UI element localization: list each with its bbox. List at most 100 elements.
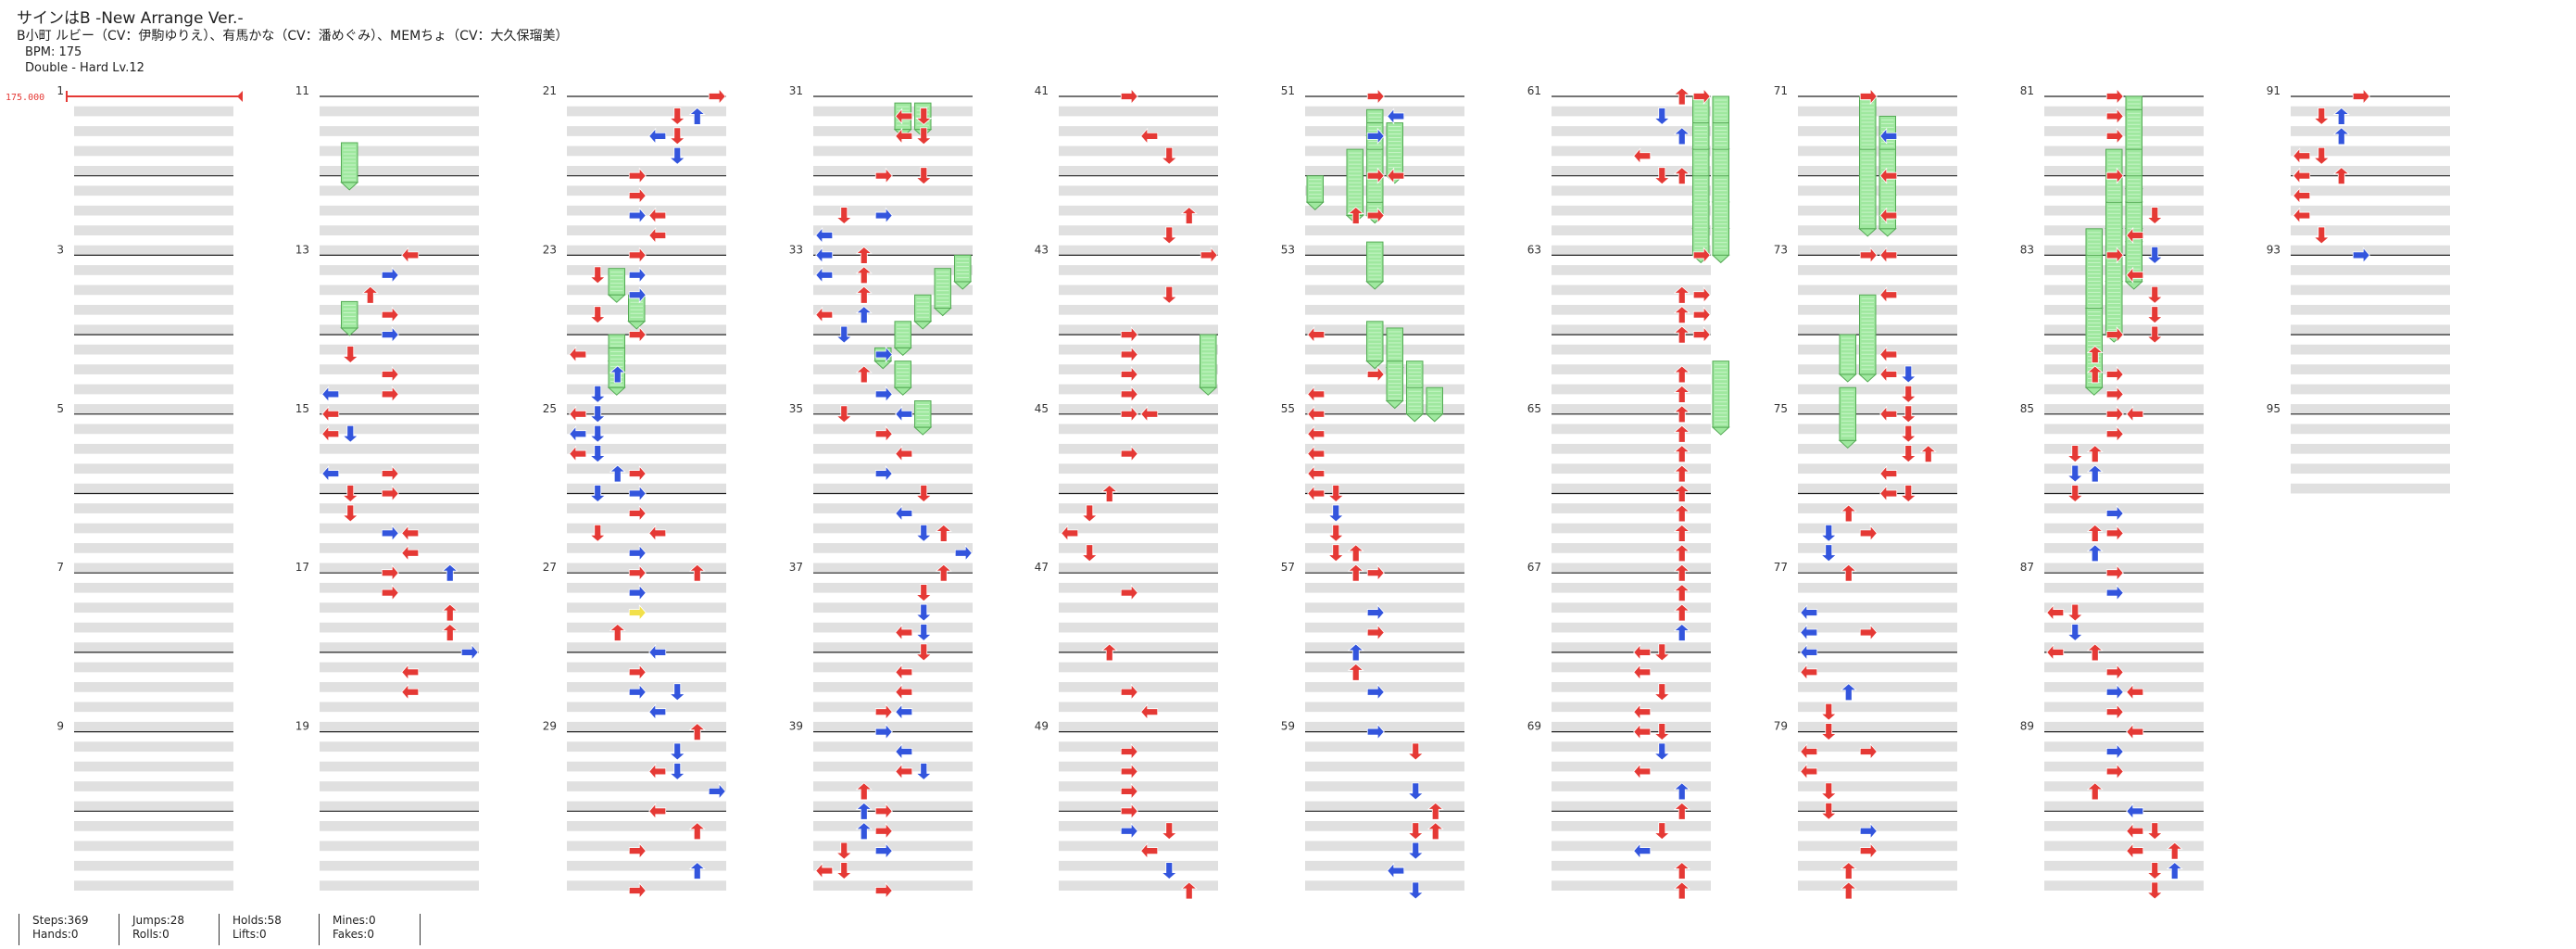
beat-band xyxy=(2044,324,2204,335)
arrow-right-icon xyxy=(1366,167,1385,184)
beat-band xyxy=(74,860,233,871)
arrow-down-icon xyxy=(1327,524,1345,542)
arrow-down-icon xyxy=(1900,405,1917,424)
arrow-right-icon xyxy=(1120,346,1138,363)
beat-band xyxy=(2044,126,2204,136)
arrow-right-icon xyxy=(381,564,399,582)
arrow-right-icon xyxy=(874,207,893,224)
arrow-down-icon xyxy=(342,504,359,523)
arrow-left-icon xyxy=(1387,108,1405,125)
beat-band xyxy=(1059,384,1218,395)
measure-number: 13 xyxy=(295,243,309,256)
arrow-down-icon xyxy=(1407,742,1425,761)
stat-jumps: Jumps:28 xyxy=(132,914,185,927)
measure xyxy=(1059,810,1218,891)
arrow-left-icon xyxy=(2126,803,2144,820)
beat-band xyxy=(74,781,233,791)
stat-fakes: Fakes:0 xyxy=(333,928,374,941)
hold-note xyxy=(893,321,912,357)
measure: 31 xyxy=(789,84,973,176)
arrow-right-icon xyxy=(874,465,893,483)
arrow-down-icon xyxy=(2067,485,2084,503)
beat-band xyxy=(813,384,973,395)
arrow-left-icon xyxy=(895,405,913,423)
arrow-right-icon xyxy=(1120,405,1138,423)
arrow-left-icon xyxy=(648,207,667,224)
beat-band xyxy=(2291,304,2450,315)
arrow-right-icon xyxy=(874,842,893,860)
arrow-right-icon xyxy=(2105,167,2124,184)
arrow-left-icon xyxy=(815,226,834,245)
arrow-up-icon xyxy=(2086,544,2104,563)
beat-band xyxy=(2044,761,2204,772)
beat-band xyxy=(2291,126,2450,136)
hold-note xyxy=(1305,175,1325,210)
arrow-down-icon xyxy=(1407,822,1425,841)
beat-band xyxy=(813,304,973,315)
measure-number: 69 xyxy=(1527,720,1541,733)
hold-tail xyxy=(893,386,912,396)
hold-tail xyxy=(340,182,359,191)
beat-band xyxy=(1059,880,1218,891)
arrow-right-icon xyxy=(2105,664,2124,681)
beat-band xyxy=(1552,324,1711,335)
arrow-left-icon xyxy=(895,683,913,701)
measure-number: 71 xyxy=(1774,84,1788,97)
beat-band xyxy=(74,265,233,275)
beat-band xyxy=(567,185,726,196)
arrow-down-icon xyxy=(1900,424,1917,443)
beat-band xyxy=(74,225,233,235)
arrow-up-icon xyxy=(1673,544,1690,563)
arrow-up-icon xyxy=(1673,782,1690,801)
beat-band xyxy=(813,602,973,614)
beat-band xyxy=(1552,245,1711,256)
beat-band xyxy=(1552,463,1711,474)
beat-band xyxy=(813,146,973,157)
measure xyxy=(1552,175,1711,256)
hold-tail xyxy=(1878,228,1897,237)
arrow-left-icon xyxy=(321,425,340,443)
measure-number: 9 xyxy=(57,720,64,733)
arrow-left-icon xyxy=(401,525,420,542)
beat-band xyxy=(1798,146,1957,157)
measure xyxy=(74,810,233,891)
beat-band xyxy=(1059,483,1218,494)
beat-band xyxy=(320,146,479,157)
measure: 57 xyxy=(1281,561,1464,652)
arrow-up-icon xyxy=(2086,643,2104,662)
beat-band xyxy=(567,106,726,117)
arrow-left-icon xyxy=(895,624,913,641)
beat-band xyxy=(74,721,233,732)
arrow-left-icon xyxy=(815,306,834,323)
arrow-left-icon xyxy=(1307,386,1326,403)
arrow-down-icon xyxy=(1161,226,1178,245)
stat-lifts: Lifts:0 xyxy=(232,928,267,941)
measure-number: 65 xyxy=(1527,402,1541,415)
beat-band xyxy=(1798,483,1957,494)
measure: 9 xyxy=(57,720,233,812)
arrow-up-icon xyxy=(2086,365,2104,384)
arrow-right-icon xyxy=(1859,842,1878,860)
beat-band xyxy=(1552,483,1711,494)
beat-band xyxy=(567,602,726,614)
arrow-left-icon xyxy=(895,742,913,761)
beat-band xyxy=(567,344,726,355)
beat-band xyxy=(1059,741,1218,753)
beat-band xyxy=(1798,702,1957,713)
beat-band xyxy=(1059,721,1218,732)
arrow-down-icon xyxy=(2146,325,2164,344)
beat-band xyxy=(1305,483,1464,494)
measure-number: 75 xyxy=(1774,402,1788,415)
beat-band xyxy=(320,285,479,296)
arrow-down-icon xyxy=(2067,603,2084,622)
beat-band xyxy=(2291,404,2450,414)
beat-band xyxy=(1059,463,1218,474)
arrow-up-icon xyxy=(1673,127,1690,146)
measure-number: 67 xyxy=(1527,561,1541,574)
hold-tail xyxy=(1838,373,1857,383)
arrow-down-icon xyxy=(836,207,853,225)
beat-band xyxy=(2291,285,2450,296)
beat-band xyxy=(1059,165,1218,176)
arrow-up-icon xyxy=(2166,841,2183,860)
arrow-up-icon xyxy=(1840,862,1857,879)
